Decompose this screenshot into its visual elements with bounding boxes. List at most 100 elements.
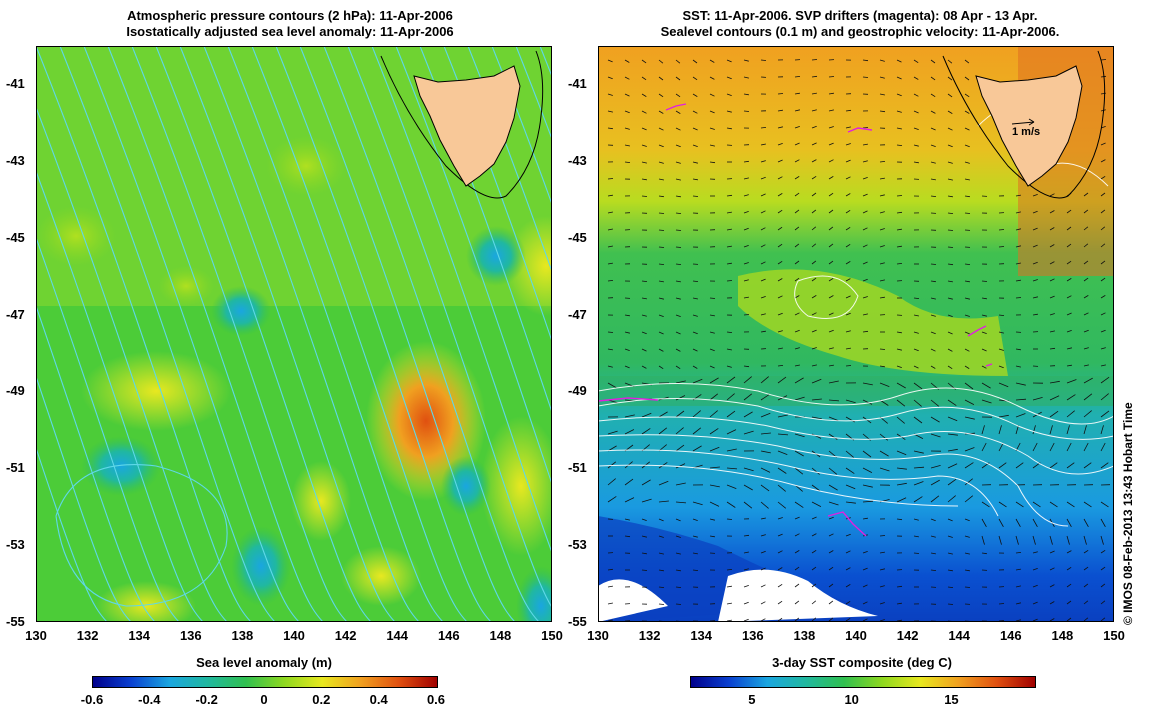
velocity-arrow	[777, 159, 783, 163]
pressure-contour-line	[107, 46, 324, 622]
velocity-arrow	[862, 261, 868, 265]
velocity-arrow	[913, 93, 919, 97]
velocity-arrow	[726, 569, 733, 571]
velocity-arrow	[1032, 518, 1038, 527]
velocity-arrow	[930, 59, 936, 64]
velocity-arrow	[1015, 501, 1024, 508]
velocity-arrow	[879, 535, 886, 537]
velocity-arrow	[1032, 601, 1038, 605]
velocity-arrow	[658, 246, 665, 248]
velocity-arrow	[862, 244, 868, 248]
velocity-arrow	[862, 296, 868, 299]
velocity-arrow	[811, 192, 817, 197]
velocity-arrow	[1015, 365, 1021, 368]
pressure-contour-line	[275, 46, 492, 622]
velocity-arrow	[726, 245, 732, 248]
velocity-arrow	[709, 127, 715, 130]
velocity-arrow	[675, 280, 681, 283]
velocity-arrow	[794, 176, 800, 180]
velocity-arrow	[692, 59, 698, 64]
velocity-arrow	[964, 416, 975, 420]
velocity-arrow	[777, 484, 786, 492]
velocity-arrow	[1083, 600, 1089, 605]
velocity-arrow	[811, 125, 817, 129]
velocity-arrow	[811, 109, 817, 112]
velocity-arrow	[709, 93, 715, 97]
velocity-arrow	[743, 601, 749, 605]
velocity-arrow	[1032, 501, 1041, 508]
velocity-arrow	[811, 398, 822, 401]
imos-credit: © IMOS 08-Feb-2013 13:43 Hobart Time	[1121, 402, 1135, 625]
velocity-arrow	[641, 331, 647, 335]
velocity-arrow	[675, 229, 682, 231]
velocity-arrow	[1066, 442, 1072, 452]
velocity-arrow	[964, 331, 970, 335]
velocity-arrow	[1083, 617, 1089, 622]
velocity-arrow	[658, 297, 664, 300]
velocity-arrow	[1066, 330, 1072, 333]
pressure-contour-line	[227, 46, 444, 622]
velocity-arrow	[1015, 413, 1026, 418]
velocity-arrow	[675, 314, 681, 317]
velocity-arrow	[777, 600, 783, 605]
velocity-arrow	[1100, 175, 1106, 180]
velocity-arrow	[777, 295, 783, 299]
velocity-arrow	[777, 347, 783, 350]
velocity-arrow	[1015, 228, 1021, 231]
velocity-arrow	[692, 569, 699, 571]
velocity-arrow	[675, 410, 685, 418]
velocity-arrow	[845, 193, 851, 197]
velocity-arrow	[879, 585, 885, 588]
velocity-arrow	[828, 226, 834, 231]
sea-level-anomaly-map	[36, 46, 552, 622]
velocity-arrow	[743, 393, 753, 401]
velocity-arrow	[777, 93, 784, 95]
velocity-arrow	[726, 331, 733, 333]
right-map-frame	[598, 46, 1114, 622]
velocity-arrow	[1083, 364, 1089, 367]
velocity-arrow	[607, 461, 617, 469]
velocity-arrow	[1066, 550, 1072, 554]
velocity-arrow	[1083, 442, 1089, 452]
velocity-arrow	[845, 501, 856, 504]
velocity-arrow	[896, 211, 903, 214]
velocity-arrow	[692, 518, 698, 521]
velocity-arrow	[1083, 377, 1093, 384]
latitude-tick-label: -55	[6, 614, 25, 629]
velocity-arrow	[1066, 425, 1070, 435]
velocity-arrow	[760, 517, 766, 520]
velocity-arrow	[964, 127, 970, 131]
left-title-line-2: Isostatically adjusted sea level anomaly…	[126, 24, 454, 39]
velocity-arrow	[913, 76, 919, 80]
velocity-arrow	[862, 382, 873, 386]
velocity-arrow	[1049, 227, 1055, 231]
velocity-arrow	[964, 495, 974, 503]
velocity-arrow	[1032, 618, 1038, 622]
velocity-arrow	[658, 411, 668, 418]
right-map-title: SST: 11-Apr-2006. SVP drifters (magenta)…	[600, 8, 1120, 40]
velocity-arrow	[726, 602, 732, 605]
velocity-arrow	[828, 159, 834, 163]
velocity-arrow	[862, 127, 869, 129]
velocity-arrow	[607, 382, 617, 389]
velocity-arrow	[624, 59, 630, 63]
velocity-arrow	[607, 127, 613, 130]
velocity-arrow	[726, 484, 737, 489]
velocity-arrow	[845, 176, 851, 180]
velocity-arrow	[828, 533, 834, 537]
velocity-arrow	[1015, 382, 1026, 386]
velocity-arrow	[726, 448, 737, 452]
velocity-arrow	[896, 110, 902, 113]
velocity-arrow	[964, 586, 971, 588]
velocity-arrow	[777, 517, 783, 520]
velocity-arrow	[726, 393, 735, 401]
velocity-arrow	[947, 93, 953, 98]
velocity-arrow	[913, 466, 925, 469]
velocity-arrow	[794, 467, 804, 475]
velocity-arrow	[658, 76, 664, 81]
velocity-arrow	[641, 280, 648, 282]
velocity-arrow	[1015, 602, 1021, 605]
velocity-arrow	[675, 144, 681, 148]
velocity-arrow	[964, 144, 970, 148]
velocity-arrow	[896, 93, 902, 97]
